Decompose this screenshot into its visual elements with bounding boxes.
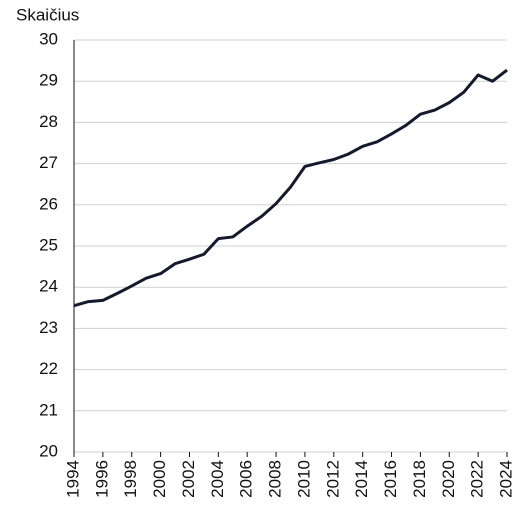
y-tick-label: 21 bbox=[39, 400, 58, 419]
x-tick-label: 2024 bbox=[496, 460, 515, 498]
x-tick-label: 2008 bbox=[266, 460, 285, 498]
x-tick-label: 1996 bbox=[92, 460, 111, 498]
x-tick-label: 2002 bbox=[179, 460, 198, 498]
y-tick-label: 28 bbox=[39, 112, 58, 131]
y-tick-label: 20 bbox=[39, 441, 58, 460]
x-tick-label: 2006 bbox=[237, 460, 256, 498]
y-tick-label: 29 bbox=[39, 71, 58, 90]
x-tick-label: 2016 bbox=[381, 460, 400, 498]
x-tick-label: 2004 bbox=[208, 460, 227, 498]
x-tick-label: 2018 bbox=[410, 460, 429, 498]
x-tick-label: 2000 bbox=[150, 460, 169, 498]
line bbox=[73, 68, 508, 308]
y-tick-label: 23 bbox=[39, 318, 58, 337]
y-tick-label: 27 bbox=[39, 153, 58, 172]
y-tick-label: 24 bbox=[39, 277, 58, 296]
x-tick-label: 2010 bbox=[294, 460, 313, 498]
y-tick-label: 22 bbox=[39, 359, 58, 378]
x-tick-label: 1998 bbox=[121, 460, 140, 498]
y-axis-label: Skaičius bbox=[16, 5, 79, 24]
x-tick-label: 2014 bbox=[352, 460, 371, 498]
x-tick-label: 1994 bbox=[63, 460, 82, 498]
y-tick-label: 26 bbox=[39, 194, 58, 213]
y-tick-label: 30 bbox=[39, 29, 58, 48]
x-tick-label: 2022 bbox=[468, 460, 487, 498]
y-tick-label: 25 bbox=[39, 235, 58, 254]
x-tick-label: 2012 bbox=[323, 460, 342, 498]
x-tick-label: 2020 bbox=[439, 460, 458, 498]
